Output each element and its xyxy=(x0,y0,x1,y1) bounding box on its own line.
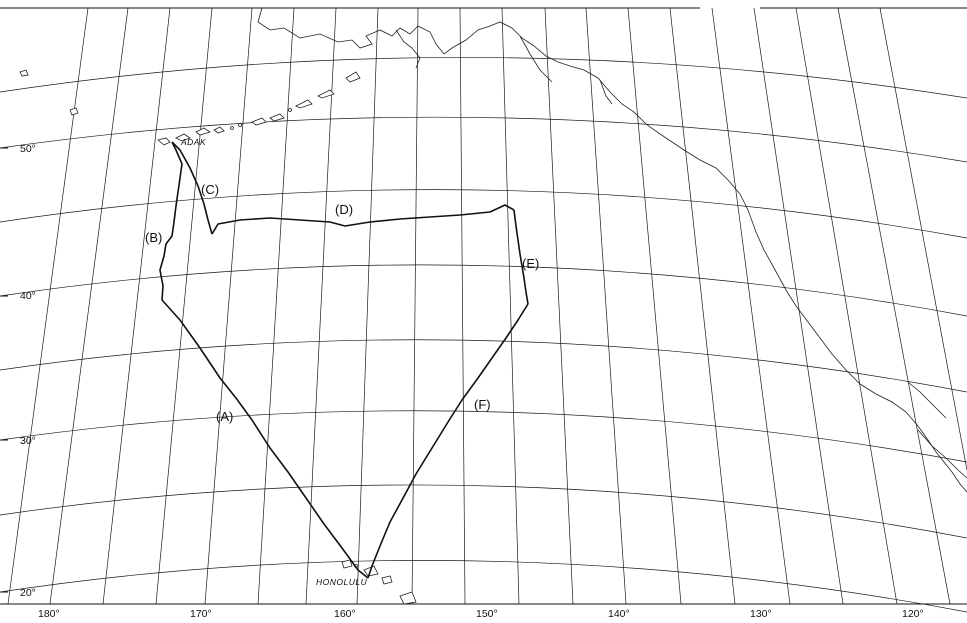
route-leg-d xyxy=(211,204,515,235)
latitude-ticks xyxy=(0,147,8,593)
aleutian-islands xyxy=(157,137,171,146)
parallel-50 xyxy=(0,116,967,163)
parallel-30 xyxy=(0,410,967,463)
meridian-120 xyxy=(627,7,682,605)
meridian-100 xyxy=(795,7,898,605)
latitude-label-50: 50° xyxy=(20,143,36,155)
meridian-180 xyxy=(49,7,129,605)
leg-label-c: (C) xyxy=(201,182,219,197)
leg-label-b: (B) xyxy=(145,230,162,245)
meridian-95 xyxy=(837,7,951,605)
survey-route xyxy=(159,141,529,579)
meridian-105 xyxy=(753,7,844,605)
meridian-185 xyxy=(7,7,89,605)
coastline-alaska xyxy=(257,7,967,493)
meridian-145 xyxy=(411,7,419,605)
meridian-170 xyxy=(155,7,213,605)
meridian-90 xyxy=(879,7,967,471)
route-leg-b xyxy=(159,141,183,301)
meridian-165 xyxy=(204,7,253,605)
parallel-45 xyxy=(0,189,967,239)
parallel-25 xyxy=(0,484,967,539)
place-label-honolulu: HONOLULU xyxy=(316,577,368,587)
latitude-lines xyxy=(0,57,967,613)
leg-label-d: (D) xyxy=(335,202,353,217)
parallel-35 xyxy=(0,339,967,393)
leg-label-a: (A) xyxy=(216,409,233,424)
meridian-135 xyxy=(501,7,520,605)
meridian-160 xyxy=(257,7,295,605)
longitude-label-130: 130° xyxy=(750,608,772,620)
longitude-label-170: 170° xyxy=(190,608,212,620)
latitude-label-30: 30° xyxy=(20,435,36,447)
parallel-40 xyxy=(0,264,967,317)
route-leg-a xyxy=(161,299,369,579)
meridian-175 xyxy=(102,7,171,605)
longitude-lines xyxy=(7,7,967,605)
route-leg-f xyxy=(367,303,529,579)
leg-label-f: (F) xyxy=(474,397,491,412)
meridian-130 xyxy=(544,7,574,605)
meridian-150 xyxy=(356,7,379,605)
meridian-110 xyxy=(711,7,791,605)
meridian-115 xyxy=(669,7,736,605)
meridian-140 xyxy=(459,7,466,605)
longitude-label-180: 180° xyxy=(38,608,60,620)
longitude-label-150: 150° xyxy=(476,608,498,620)
route-leg-e xyxy=(513,209,529,305)
place-label-adak: ADAK xyxy=(180,137,206,147)
longitude-label-140: 140° xyxy=(608,608,630,620)
longitude-label-120: 120° xyxy=(902,608,924,620)
leg-label-e: (E) xyxy=(522,256,539,271)
route-leg-c xyxy=(171,141,213,235)
latitude-label-40: 40° xyxy=(20,290,36,302)
parallel-55 xyxy=(0,57,967,99)
latitude-label-20: 20° xyxy=(20,587,36,599)
islands xyxy=(19,69,417,605)
longitude-label-160: 160° xyxy=(334,608,356,620)
hawaii-islands xyxy=(341,559,353,569)
parallel-20 xyxy=(0,560,967,613)
meridian-125 xyxy=(585,7,627,605)
